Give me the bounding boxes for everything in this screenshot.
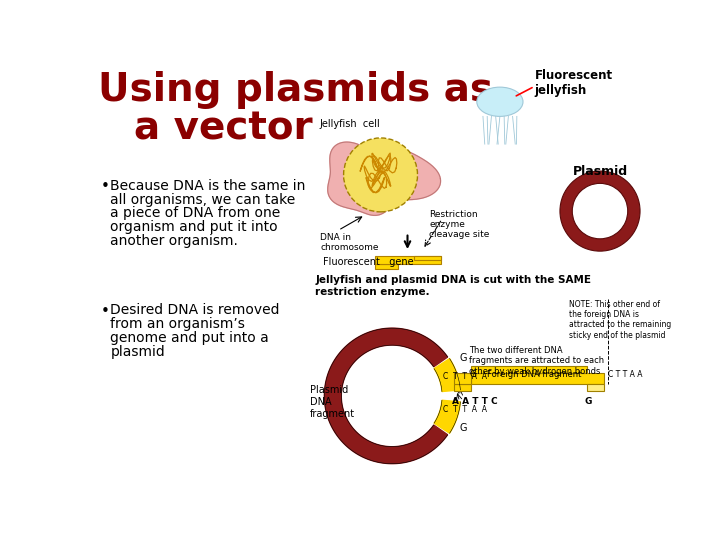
Bar xyxy=(375,264,398,269)
Text: The two different DNA
fragments are attracted to each
other by weak hydrogen bon: The two different DNA fragments are attr… xyxy=(469,346,604,376)
Text: Plasmid
DNA
fragment: Plasmid DNA fragment xyxy=(310,386,355,418)
Text: Jellyfish  cell: Jellyfish cell xyxy=(320,119,380,129)
Text: C  T  T  A  A: C T T A A xyxy=(443,406,487,415)
Text: genome and put into a: genome and put into a xyxy=(110,331,269,345)
Circle shape xyxy=(343,138,418,212)
Text: Because DNA is the same in: Because DNA is the same in xyxy=(110,179,306,193)
Text: G: G xyxy=(459,353,467,363)
Bar xyxy=(587,383,604,390)
Text: Fluorescent   gene: Fluorescent gene xyxy=(323,257,413,267)
Text: A A T T C: A A T T C xyxy=(452,397,498,407)
Polygon shape xyxy=(324,328,448,464)
Polygon shape xyxy=(434,359,460,392)
Polygon shape xyxy=(328,142,441,215)
Bar xyxy=(454,383,471,390)
Bar xyxy=(471,373,604,383)
Text: all organisms, we can take: all organisms, we can take xyxy=(110,193,295,207)
Text: Jellyfish and plasmid DNA is cut with the SAME
restriction enzyme.: Jellyfish and plasmid DNA is cut with th… xyxy=(315,275,591,296)
Text: Restriction
enzyme
cleavage site: Restriction enzyme cleavage site xyxy=(429,210,490,239)
Bar xyxy=(471,366,587,373)
Text: plasmid: plasmid xyxy=(110,345,165,359)
Text: Plasmid: Plasmid xyxy=(572,165,628,178)
Text: C T T A A: C T T A A xyxy=(608,370,642,379)
Bar xyxy=(375,256,441,264)
Text: NOTE: This other end of
the foreign DNA is
attracted to the remaining
sticky end: NOTE: This other end of the foreign DNA … xyxy=(570,300,672,340)
Text: from an organism’s: from an organism’s xyxy=(110,318,245,332)
Bar xyxy=(414,256,441,260)
Ellipse shape xyxy=(477,87,523,117)
Text: Using plasmids as: Using plasmids as xyxy=(98,71,493,109)
Text: •: • xyxy=(101,179,110,194)
Text: organism and put it into: organism and put it into xyxy=(110,220,278,234)
Text: Fluorescent
jellyfish: Fluorescent jellyfish xyxy=(534,69,613,97)
Text: a vector: a vector xyxy=(134,110,312,147)
Text: G: G xyxy=(459,423,467,433)
Text: G: G xyxy=(469,370,477,379)
Text: •: • xyxy=(101,303,110,319)
Text: Desired DNA is removed: Desired DNA is removed xyxy=(110,303,280,318)
Polygon shape xyxy=(434,400,460,433)
Text: G: G xyxy=(585,397,592,407)
Text: C  T  T  A  A: C T T A A xyxy=(443,373,487,381)
Bar xyxy=(454,373,471,383)
Text: Foreign DNA fragment: Foreign DNA fragment xyxy=(487,370,582,379)
Text: DNA in
chromosome: DNA in chromosome xyxy=(320,233,379,252)
Text: a piece of DNA from one: a piece of DNA from one xyxy=(110,206,281,220)
Text: another organism.: another organism. xyxy=(110,234,238,248)
